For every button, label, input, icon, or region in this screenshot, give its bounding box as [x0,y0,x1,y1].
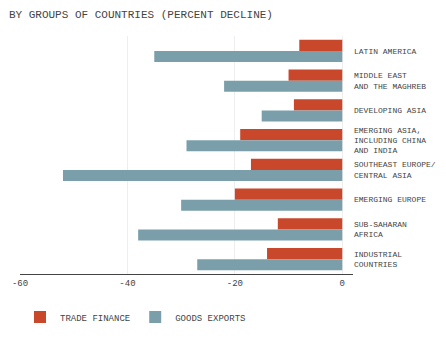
svg-text:LATIN AMERICA: LATIN AMERICA [354,47,417,56]
svg-text:0: 0 [340,279,345,289]
svg-text:EMERGING EUROPE: EMERGING EUROPE [354,195,426,204]
svg-text:DEVELOPING ASIA: DEVELOPING ASIA [354,106,426,115]
svg-text:SOUTHEAST EUROPE/CENTRAL ASIA: SOUTHEAST EUROPE/CENTRAL ASIA [354,160,436,179]
svg-text:TRADE FINANCE: TRADE FINANCE [60,314,130,324]
svg-text:SUB-SAHARANAFRICA: SUB-SAHARANAFRICA [354,220,407,239]
svg-text:-20: -20 [227,279,243,289]
svg-text:-40: -40 [119,279,135,289]
svg-text:MIDDLE EASTAND THE MAGHREB: MIDDLE EASTAND THE MAGHREB [354,71,426,90]
svg-text:EMERGING ASIA,INCLUDING CHINAA: EMERGING ASIA,INCLUDING CHINAAND INDIA [354,126,426,156]
svg-text:BY GROUPS OF COUNTRIES (PERCEN: BY GROUPS OF COUNTRIES (PERCENT DECLINE) [9,9,273,21]
svg-text:GOODS EXPORTS: GOODS EXPORTS [175,314,245,324]
svg-text:INDUSTRIALCOUNTRIES: INDUSTRIALCOUNTRIES [354,250,402,269]
svg-text:-60: -60 [12,279,28,289]
